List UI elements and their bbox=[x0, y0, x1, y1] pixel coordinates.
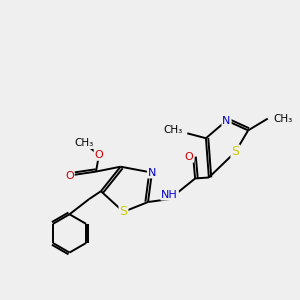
Text: CH₃: CH₃ bbox=[274, 114, 293, 124]
Text: N: N bbox=[222, 116, 231, 126]
Text: S: S bbox=[231, 146, 239, 158]
Text: O: O bbox=[94, 150, 103, 160]
Text: S: S bbox=[119, 205, 128, 218]
Text: N: N bbox=[148, 168, 156, 178]
Text: O: O bbox=[184, 152, 193, 162]
Text: NH: NH bbox=[161, 190, 178, 200]
Text: CH₃: CH₃ bbox=[164, 125, 183, 135]
Text: CH₃: CH₃ bbox=[75, 138, 94, 148]
Text: O: O bbox=[65, 170, 74, 181]
